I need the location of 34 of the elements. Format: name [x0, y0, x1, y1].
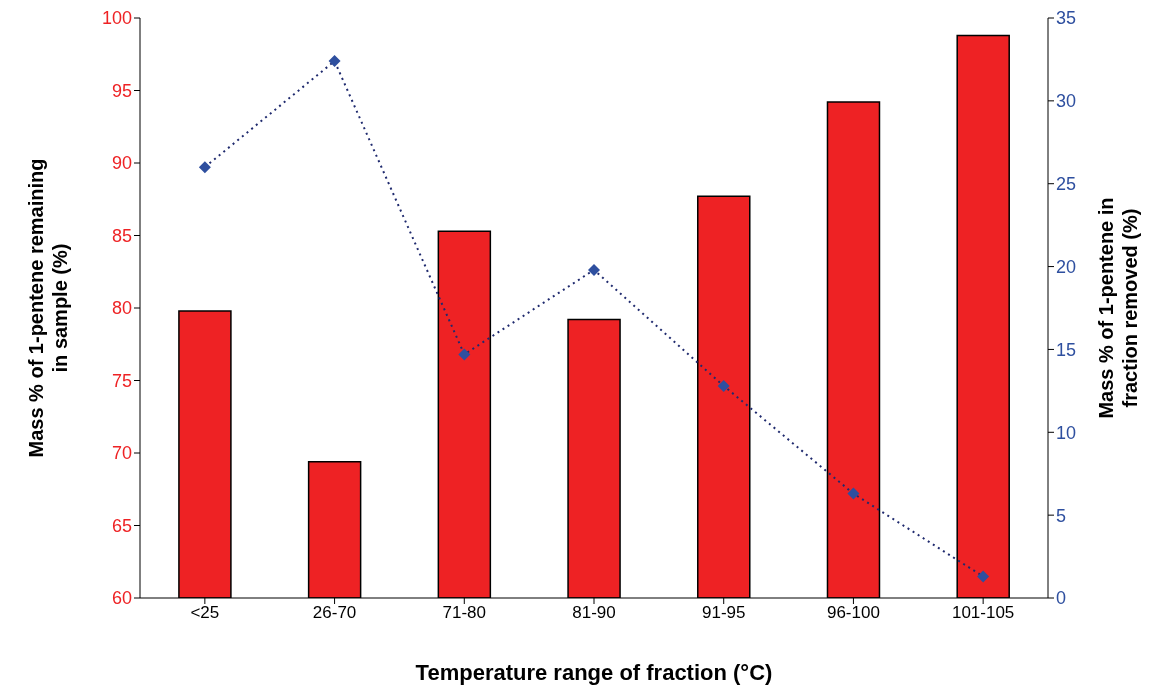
y-axis-title: Mass % of 1-pentene remaining in sample (%) [25, 158, 71, 458]
y2-tick-label: 35 [1056, 8, 1077, 29]
y2-tick-label: 10 [1056, 422, 1077, 443]
y-tick-label: 90 [111, 153, 132, 174]
x-tick-label: 81-90 [572, 603, 616, 623]
y-tick-label: 85 [111, 225, 132, 246]
y2-tick-label: 20 [1056, 256, 1077, 277]
x-tick-label: 91-95 [701, 603, 746, 623]
x-axis-title: Temperature range of fraction (°C) [415, 660, 773, 685]
x-tick-label: 26-70 [312, 603, 357, 623]
y-tick-label: 75 [111, 370, 132, 391]
y-tick-label: 70 [111, 443, 132, 464]
point [847, 487, 860, 500]
y2-tick-label: 30 [1056, 91, 1077, 112]
x-tick-label: 71-80 [442, 603, 487, 623]
y-tick-label: 65 [111, 515, 132, 536]
point [977, 570, 990, 583]
point [458, 348, 471, 361]
y-tick-label: 95 [111, 80, 132, 101]
y2-tick-label: 15 [1056, 339, 1077, 360]
y-tick-label: 100 [101, 8, 132, 29]
y2-tick-label: 0 [1056, 588, 1067, 609]
x-tick-label: 96-100 [826, 603, 880, 623]
y2-tick-label: 5 [1056, 505, 1067, 526]
point [588, 263, 600, 276]
x-tick-label: 101-105 [951, 603, 1015, 623]
point [328, 55, 341, 68]
point [717, 379, 730, 392]
x-tick-label: <25 [190, 603, 220, 623]
y2-axis-title: Mass % of 1-pentene in fraction removed (%) [1095, 197, 1141, 419]
y-tick-label: 80 [111, 298, 132, 319]
y-tick-label: 60 [111, 588, 132, 609]
y2-tick-label: 25 [1056, 174, 1077, 195]
point [198, 161, 211, 174]
